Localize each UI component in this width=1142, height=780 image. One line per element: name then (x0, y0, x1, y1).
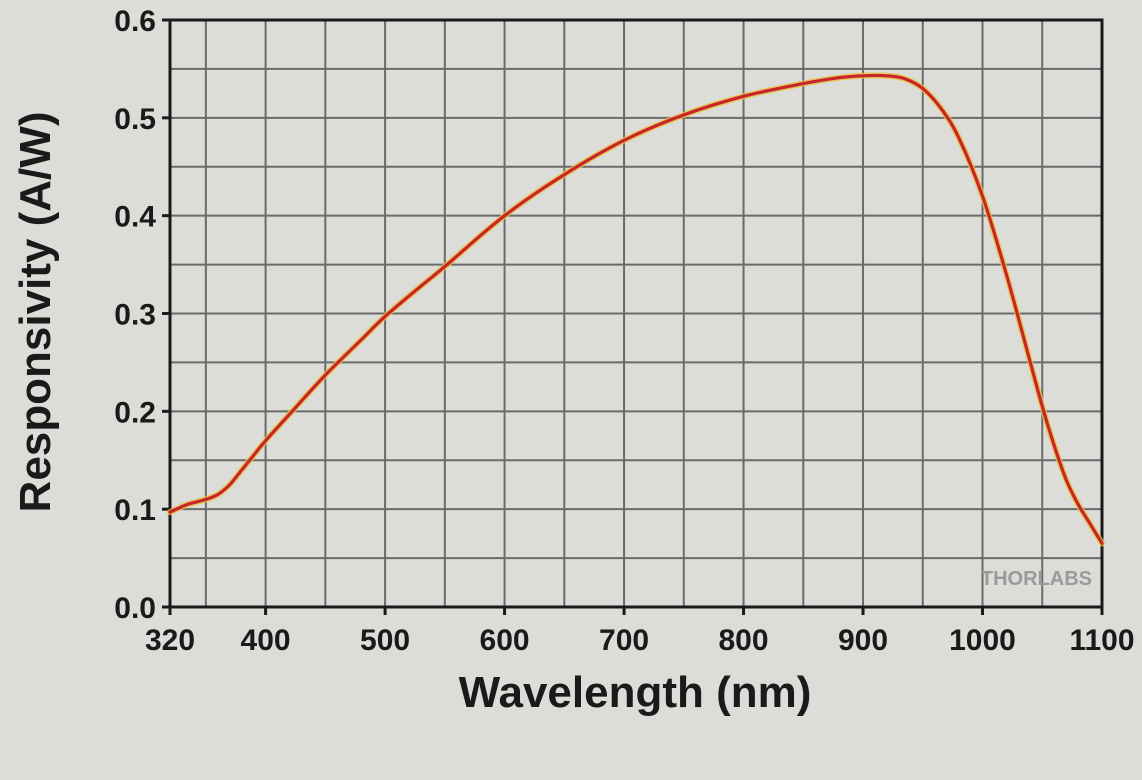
x-tick-label: 800 (719, 624, 769, 657)
x-tick-label: 500 (360, 624, 410, 657)
axes (162, 18, 1104, 615)
y-tick-label: 0.5 (114, 103, 156, 136)
y-tick-label: 0.1 (114, 494, 156, 527)
tick-labels: 320 400 500 600 700 800 900 1000 1100 0.0 0.1 0.2 0.… (114, 5, 1134, 657)
y-tick-label: 0.6 (114, 5, 156, 38)
y-axis-label: Responsivity (A/W) (11, 112, 60, 513)
x-tick-label: 320 (145, 624, 195, 657)
x-tick-label: 600 (480, 624, 530, 657)
x-tick-label: 900 (838, 624, 888, 657)
y-tick-label: 0.3 (114, 299, 156, 332)
series-line-responsivity (168, 73, 1104, 545)
x-tick-label: 700 (599, 624, 649, 657)
x-axis-label: Wavelength (nm) (459, 668, 812, 717)
y-tick-label: 0.0 (114, 592, 156, 625)
x-tick-label: 400 (241, 624, 291, 657)
x-tick-label: 1000 (949, 624, 1016, 657)
series-layer (167, 72, 1105, 547)
y-tick-label: 0.4 (114, 201, 156, 234)
x-tick-label: 1100 (1069, 624, 1134, 657)
grid (169, 19, 1103, 608)
y-tick-label: 0.2 (114, 396, 156, 429)
thorlabs-watermark: THORLABS (981, 568, 1092, 590)
